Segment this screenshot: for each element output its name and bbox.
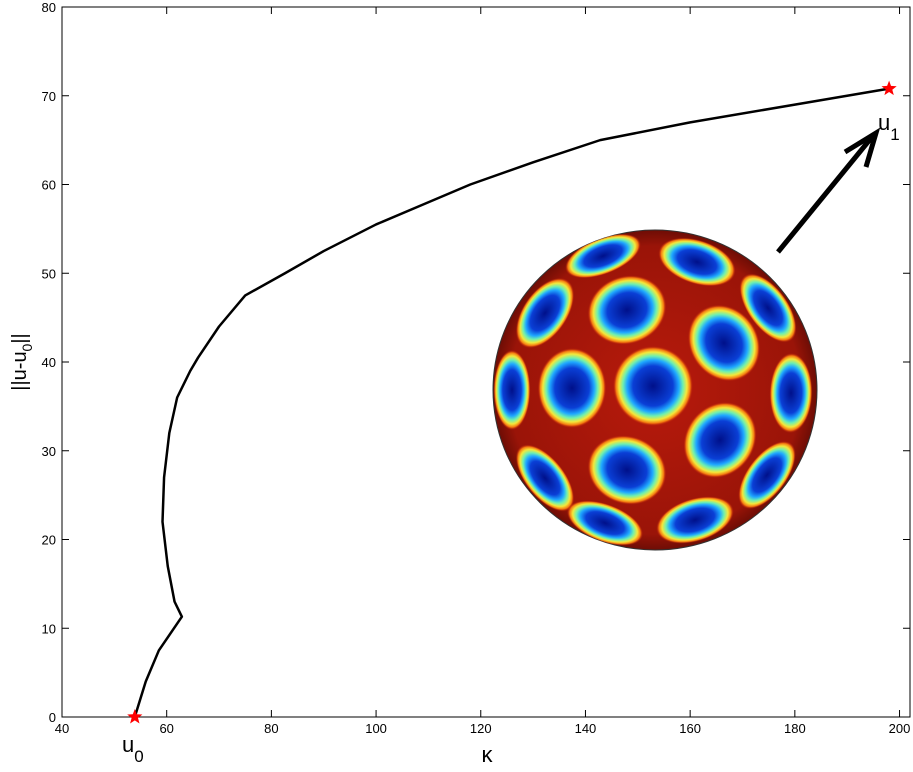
y-tick-label: 60 — [42, 178, 56, 193]
sphere-spot — [687, 304, 761, 382]
line — [133, 87, 890, 718]
annotation-sub: 0 — [134, 747, 143, 766]
x-tick-label: 200 — [889, 721, 911, 736]
sphere-spot — [656, 496, 734, 544]
sphere-spot — [515, 277, 575, 349]
annotation-sub: 1 — [890, 125, 899, 144]
y-label-sub: 0 — [19, 343, 35, 351]
y-tick-label: 40 — [42, 355, 56, 370]
y-label-part: ||u-u — [9, 351, 31, 390]
sphere-spot — [769, 353, 813, 433]
sphere-spot — [738, 441, 796, 509]
x-tick-label: 80 — [264, 721, 278, 736]
sphere-spot — [658, 237, 736, 287]
x-tick-label: 60 — [159, 721, 173, 736]
x-tick-label: 160 — [679, 721, 701, 736]
arrow — [776, 135, 874, 254]
y-tick-label: 10 — [42, 621, 56, 636]
arrow-head — [843, 127, 881, 168]
sphere-spot — [739, 273, 797, 343]
annotation-text: u — [878, 110, 890, 135]
sphere-image — [492, 229, 818, 551]
sphere-spot — [587, 275, 667, 345]
x-tick-label: 120 — [470, 721, 492, 736]
annotation: u0 — [122, 732, 144, 766]
y-axis-label: ||u-u0|| — [9, 333, 35, 390]
sphere-spot — [537, 348, 607, 428]
star-marker — [881, 80, 897, 96]
sphere-spot — [565, 233, 641, 279]
y-tick-label: 80 — [42, 0, 56, 15]
sphere-spot — [493, 350, 531, 430]
x-tick-label: 180 — [784, 721, 806, 736]
y-tick-label: 50 — [42, 266, 56, 281]
y-tick-label: 20 — [42, 533, 56, 548]
sphere-spot — [566, 500, 644, 546]
x-tick-label: 40 — [55, 721, 69, 736]
annotation-text: u — [122, 732, 134, 757]
x-tick-label: 140 — [575, 721, 597, 736]
x-tick-label: 100 — [365, 721, 387, 736]
star-marker — [127, 709, 143, 724]
x-axis-label: κ — [482, 742, 494, 767]
y-tick-label: 70 — [42, 89, 56, 104]
y-tick-label: 30 — [42, 444, 56, 459]
sphere-spot — [515, 444, 575, 512]
sphere-spot — [683, 401, 757, 479]
y-tick-label: 0 — [49, 710, 56, 725]
y-label-part: || — [9, 333, 31, 343]
sphere-spot — [587, 435, 667, 505]
sphere-spot — [613, 346, 693, 426]
annotation: u1 — [878, 110, 900, 144]
